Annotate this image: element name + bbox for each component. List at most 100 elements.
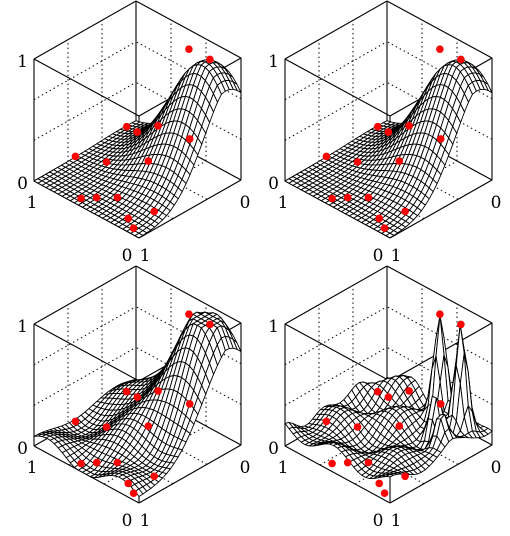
data-point xyxy=(206,320,214,329)
panel-bottom-right: 101 00 1 xyxy=(268,265,502,531)
box-edge xyxy=(138,444,242,504)
data-point xyxy=(124,214,132,223)
grid-line xyxy=(33,81,137,141)
data-point xyxy=(150,207,158,216)
data-point xyxy=(375,214,384,223)
data-point xyxy=(436,45,444,53)
data-point xyxy=(77,459,85,468)
tick-label-z-bottom: 0 xyxy=(17,439,28,459)
data-point xyxy=(405,387,413,395)
box-edge xyxy=(284,0,388,60)
data-point xyxy=(71,417,80,426)
data-point xyxy=(154,122,162,130)
tick-label-y-left: 0 xyxy=(373,246,384,266)
data-point xyxy=(185,45,193,53)
data-point xyxy=(322,417,331,426)
data-point xyxy=(122,122,131,131)
tick-label-y-right: 1 xyxy=(140,511,151,531)
data-point xyxy=(395,422,404,430)
tick-label-y-left: 0 xyxy=(122,511,133,531)
data-point xyxy=(144,157,153,165)
data-point xyxy=(436,310,444,319)
data-point xyxy=(144,422,153,430)
data-point xyxy=(328,194,336,203)
surface-mesh xyxy=(284,315,493,480)
tick-label-x-left: 1 xyxy=(27,193,38,213)
grid-line xyxy=(284,306,388,366)
data-point xyxy=(373,387,382,396)
data-point xyxy=(322,152,331,161)
box-edge xyxy=(284,323,391,382)
data-point xyxy=(124,479,132,488)
tick-label-y-left: 0 xyxy=(373,511,384,531)
tick-label-x-right: 0 xyxy=(491,458,502,478)
data-point xyxy=(457,320,465,329)
tick-label-x-right: 0 xyxy=(491,193,502,213)
data-point xyxy=(133,128,142,136)
data-point xyxy=(102,423,111,431)
data-point xyxy=(113,458,122,467)
surface-cell xyxy=(385,232,395,239)
data-point xyxy=(129,489,138,498)
box-edge xyxy=(389,179,493,239)
tick-label-y-left: 0 xyxy=(122,246,133,266)
box-edge xyxy=(135,0,242,59)
data-point xyxy=(92,458,101,467)
data-point xyxy=(328,459,336,468)
grid-line xyxy=(284,81,388,141)
surface-mesh xyxy=(33,311,242,497)
data-point xyxy=(364,458,373,467)
data-point xyxy=(364,193,373,202)
sample-points xyxy=(71,310,214,498)
data-point xyxy=(353,423,362,431)
sample-points xyxy=(322,310,465,498)
data-point xyxy=(405,122,413,130)
data-point xyxy=(384,393,393,401)
panel-top-right: 101 00 1 xyxy=(268,0,502,266)
tick-label-z-top: 1 xyxy=(268,52,279,72)
data-point xyxy=(436,135,445,143)
surface-cell xyxy=(385,474,395,478)
box-edge xyxy=(284,445,391,504)
data-point xyxy=(343,458,352,467)
tick-label-z-bottom: 0 xyxy=(268,174,279,194)
grid-line xyxy=(33,346,137,406)
box-frame xyxy=(284,265,493,504)
data-point xyxy=(150,472,158,481)
sample-points xyxy=(71,45,214,232)
data-point xyxy=(185,400,194,408)
data-point xyxy=(401,207,409,216)
box-edge xyxy=(284,58,391,117)
panel-bottom-left: 101 00 1 xyxy=(17,265,250,531)
panel-top-left: 101 00 1 xyxy=(17,0,250,266)
tick-label-z-bottom: 0 xyxy=(17,174,28,194)
surface-mesh xyxy=(284,59,493,239)
surface-cell xyxy=(134,232,144,239)
data-point xyxy=(395,157,404,165)
data-point xyxy=(133,393,142,401)
data-point xyxy=(384,128,393,136)
data-point xyxy=(436,400,445,408)
data-point xyxy=(71,152,80,161)
data-point xyxy=(129,224,138,232)
box-edge xyxy=(33,323,140,382)
data-point xyxy=(122,387,131,396)
box-edge xyxy=(33,265,137,325)
data-point xyxy=(185,310,193,319)
box-edge xyxy=(135,265,242,324)
data-point xyxy=(92,193,101,202)
box-edge xyxy=(33,0,137,60)
tick-label-y-right: 1 xyxy=(391,511,402,531)
box-edge xyxy=(389,444,493,504)
data-point xyxy=(373,122,382,131)
tick-label-x-left: 1 xyxy=(278,193,289,213)
tick-label-x-left: 1 xyxy=(27,458,38,478)
sample-points xyxy=(322,45,465,232)
data-point xyxy=(380,224,389,232)
tick-label-z-bottom: 0 xyxy=(268,439,279,459)
data-point xyxy=(343,193,352,202)
box-edge xyxy=(386,0,493,59)
data-point xyxy=(206,55,214,64)
tick-label-y-right: 1 xyxy=(391,246,402,266)
